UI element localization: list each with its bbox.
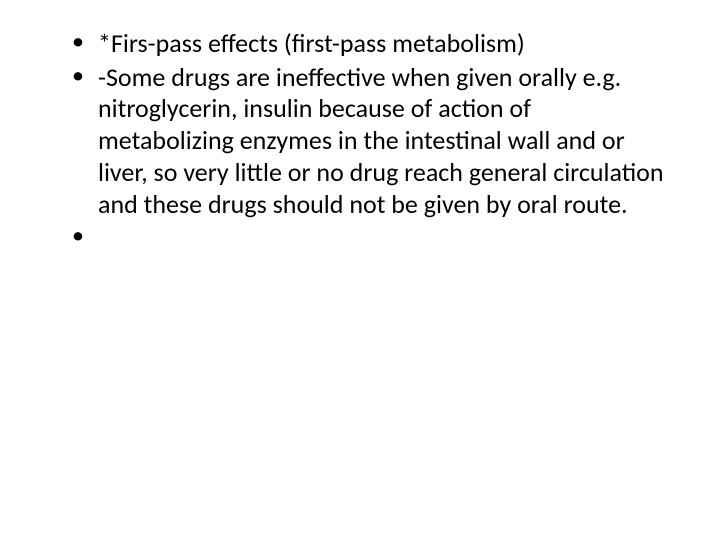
bullet-item-3 xyxy=(72,222,670,250)
bullet-text-2: -Some drugs are ineffective when given o… xyxy=(98,62,670,221)
bullet-text-1: *Firs-pass effects (first-pass metabolis… xyxy=(98,27,525,59)
bullet-item-1: *Firs-pass effects (first-pass metabolis… xyxy=(72,28,670,60)
bullet-list: *Firs-pass effects (first-pass metabolis… xyxy=(72,28,670,250)
bullet-item-2: -Some drugs are ineffective when given o… xyxy=(72,62,670,221)
slide: *Firs-pass effects (first-pass metabolis… xyxy=(0,0,720,540)
